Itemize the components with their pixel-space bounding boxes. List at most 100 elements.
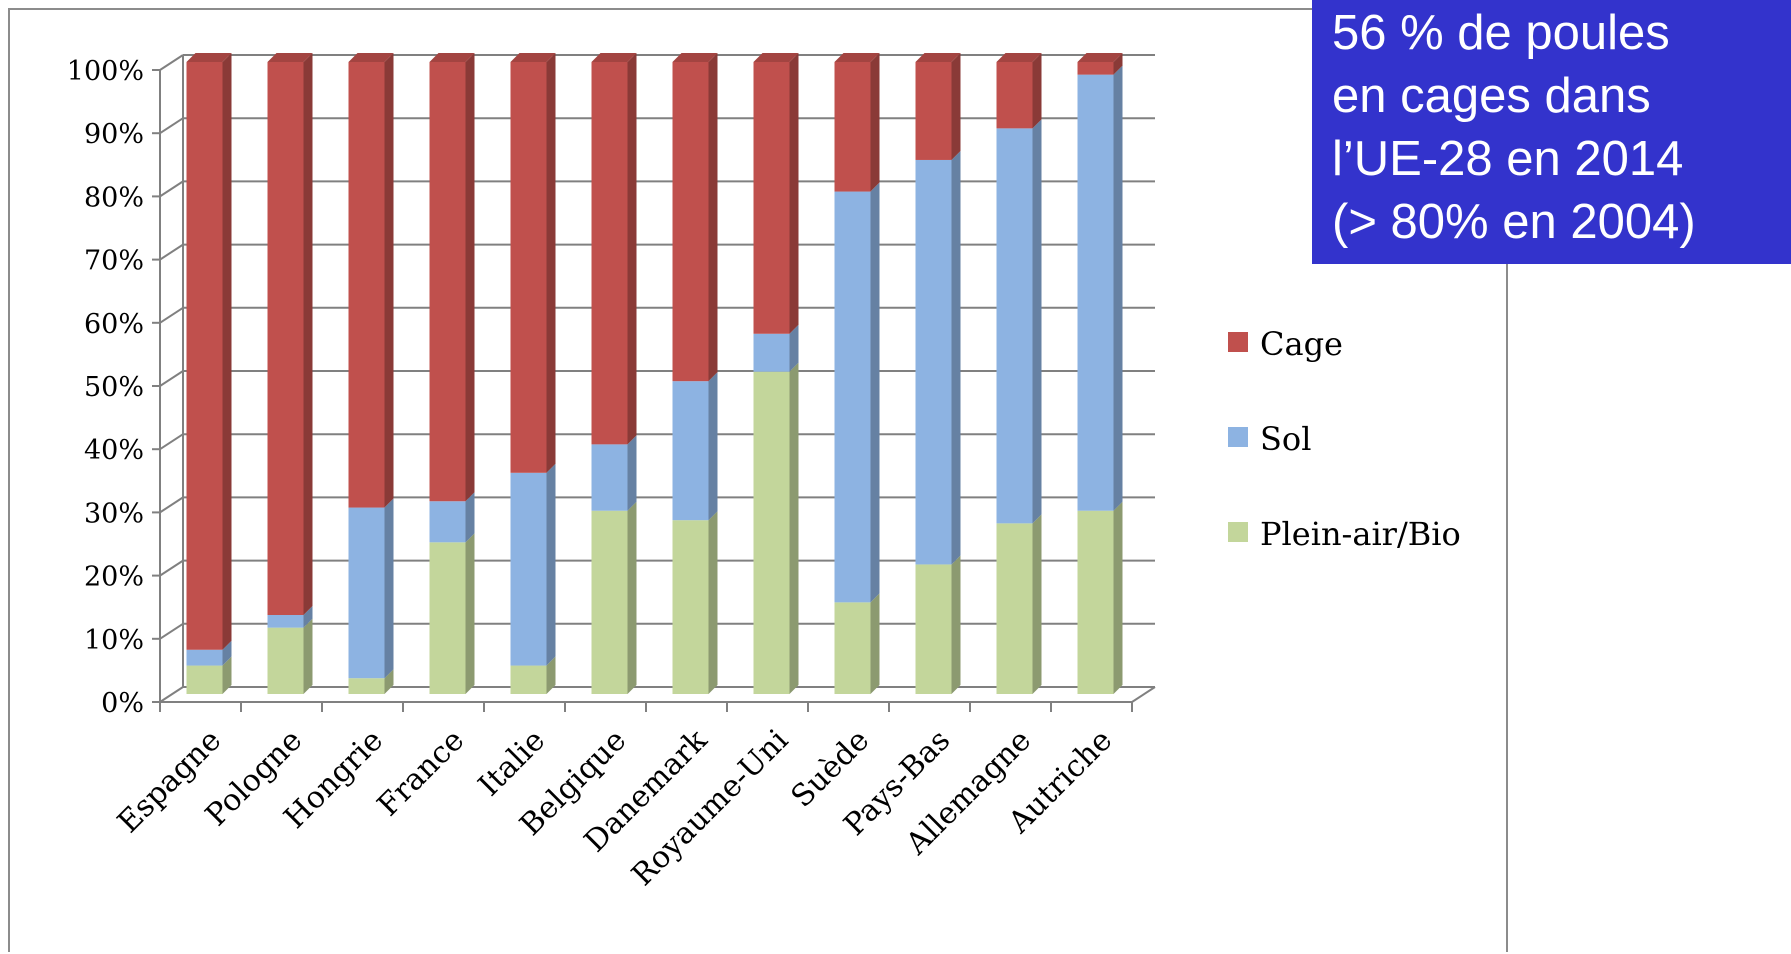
bar-front xyxy=(835,192,871,603)
callout-line-2: en cages dans xyxy=(1332,65,1777,128)
y-tick-label: 100% xyxy=(67,56,144,87)
bar-segment-sol xyxy=(835,183,880,603)
bar-front xyxy=(430,62,466,501)
y-tick-label: 40% xyxy=(84,435,144,466)
bar-side xyxy=(952,53,961,160)
bar-segment-cage xyxy=(268,53,313,615)
legend-swatch xyxy=(1228,332,1248,352)
gridline-side xyxy=(160,687,183,702)
y-tick-label: 10% xyxy=(84,625,144,656)
bar-side xyxy=(871,183,880,603)
bar-side xyxy=(709,53,718,381)
bar-side xyxy=(790,363,799,694)
y-tick-label: 50% xyxy=(84,372,144,403)
bar-front xyxy=(997,128,1033,523)
bar-side xyxy=(223,53,232,650)
bar-side xyxy=(547,464,556,666)
bar-side xyxy=(1114,66,1123,511)
bar-front xyxy=(997,62,1033,128)
bar-segment-sol xyxy=(1078,66,1123,511)
bar-side xyxy=(871,593,880,694)
bar-front xyxy=(673,62,709,381)
bar-segment-plein-air-bio xyxy=(835,593,880,694)
y-tick-label: 90% xyxy=(84,119,144,150)
bar-front xyxy=(916,564,952,694)
gridline-side xyxy=(160,434,183,449)
gridline-side xyxy=(160,561,183,576)
bar-side xyxy=(304,53,313,615)
bar-segment-cage xyxy=(1078,53,1123,75)
bar-segment-sol xyxy=(673,372,718,520)
x-category-label: France xyxy=(371,723,471,823)
gridline-side xyxy=(160,181,183,196)
bar-front xyxy=(916,62,952,160)
bar-side xyxy=(628,502,637,694)
bar-front xyxy=(349,508,385,679)
bar-front xyxy=(997,523,1033,694)
bar-segment-sol xyxy=(349,499,394,679)
bar-side xyxy=(952,555,961,694)
bar-segment-plein-air-bio xyxy=(673,511,718,694)
y-tick-label: 70% xyxy=(84,246,144,277)
bar-side xyxy=(304,619,313,694)
bar-front xyxy=(511,666,547,694)
bar-segment-sol xyxy=(511,464,556,666)
bar-segment-plein-air-bio xyxy=(754,363,799,694)
bar-front xyxy=(268,62,304,615)
bar-front xyxy=(592,62,628,444)
bar-side xyxy=(466,533,475,694)
bar-front xyxy=(592,511,628,694)
y-tick-label: 60% xyxy=(84,309,144,340)
bar-front xyxy=(754,334,790,372)
gridline-side xyxy=(160,371,183,386)
bar-front xyxy=(754,372,790,694)
bar-segment-cage xyxy=(511,53,556,473)
bar-front xyxy=(187,666,223,694)
bar-front xyxy=(754,62,790,334)
bar-side xyxy=(628,53,637,444)
bar-side xyxy=(709,511,718,694)
bar-segment-cage xyxy=(916,53,961,160)
bar-side xyxy=(1033,514,1042,694)
bar-segment-cage xyxy=(673,53,718,381)
callout-line-1: 56 % de poules xyxy=(1332,2,1777,65)
bar-front xyxy=(268,615,304,628)
gridline-side xyxy=(160,624,183,639)
bar-front xyxy=(187,62,223,650)
bar-segment-plein-air-bio xyxy=(997,514,1042,694)
bar-front xyxy=(1078,62,1114,75)
stacked-bar-chart: 0% 10% 20% 30% 40% 50% 60% 70% 80% 90% 100% Espagne… xyxy=(10,10,1510,954)
bar-side xyxy=(466,53,475,501)
callout-line-3: l’UE-28 en 2014 xyxy=(1332,128,1777,191)
legend-label: Sol xyxy=(1260,420,1311,458)
legend-label: Plein-air/Bio xyxy=(1260,515,1461,553)
x-category-label: Espagne xyxy=(111,723,228,840)
bar-side xyxy=(952,151,961,564)
bar-segment-sol xyxy=(997,119,1042,523)
gridline-side xyxy=(160,497,183,512)
bar-front xyxy=(430,542,466,694)
bar-front xyxy=(835,602,871,694)
bar-front xyxy=(349,62,385,508)
y-tick-label: 80% xyxy=(84,182,144,213)
bar-front xyxy=(673,381,709,520)
floor-right-edge xyxy=(1132,687,1155,702)
bar-front xyxy=(592,444,628,510)
bar-segment-cage xyxy=(754,53,799,334)
bar-front xyxy=(916,160,952,564)
bar-side xyxy=(871,53,880,192)
bar-segment-cage xyxy=(592,53,637,444)
bar-side xyxy=(790,53,799,334)
bar-segment-plein-air-bio xyxy=(592,502,637,694)
bar-front xyxy=(1078,511,1114,694)
bar-front xyxy=(1078,75,1114,511)
bar-front xyxy=(511,473,547,666)
bar-segment-plein-air-bio xyxy=(268,619,313,694)
chart-frame: 0% 10% 20% 30% 40% 50% 60% 70% 80% 90% 100% Espagne… xyxy=(8,8,1508,952)
bar-front xyxy=(673,520,709,694)
bar-side xyxy=(385,53,394,508)
gridline-side xyxy=(160,55,183,70)
bar-front xyxy=(511,62,547,473)
y-tick-label: 20% xyxy=(84,562,144,593)
bar-side xyxy=(547,53,556,473)
